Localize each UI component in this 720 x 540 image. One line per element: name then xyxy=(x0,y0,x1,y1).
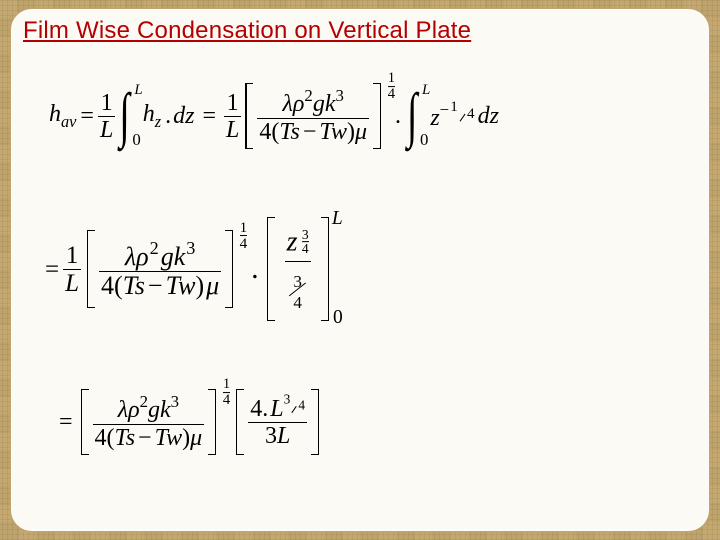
dot-sep: . xyxy=(233,254,263,284)
equals-sign: = xyxy=(41,257,63,282)
integral-2: ∫ L 0 xyxy=(406,97,418,135)
sym-dz: dz xyxy=(475,104,499,128)
bracket-group-eval: z 34 34 L 0 xyxy=(267,217,329,321)
frac-1-over-L: 1 L xyxy=(224,91,241,142)
dot-sep: . xyxy=(161,104,173,128)
equals-sign: = xyxy=(55,410,77,434)
bracket-group-core: λρ2gk3 4(Ts−Tw)μ 14 xyxy=(81,389,217,455)
sym-dz: dz xyxy=(173,104,194,128)
page-title: Film Wise Condensation on Vertical Plate xyxy=(23,17,471,45)
dot-sep: . xyxy=(381,104,403,128)
frac-1-over-L: 1 L xyxy=(98,91,115,142)
bracket-group-core: λρ2gk3 4(Ts−Tw)μ 14 xyxy=(245,83,381,149)
bracket-group-core: λρ2gk3 4(Ts−Tw)μ 14 xyxy=(87,230,233,308)
sym-h: hav xyxy=(49,102,76,131)
equation-3: = λρ2gk3 4(Ts−Tw)μ 14 xyxy=(55,389,319,455)
bracket-group-L: 4.L34 3L xyxy=(236,389,319,455)
equals-sign: = xyxy=(194,104,224,128)
frac-1-over-L: 1 L xyxy=(63,243,81,296)
z-pow: z−14 xyxy=(420,102,474,130)
equals-sign: = xyxy=(76,104,98,128)
integral-1: ∫ L 0 xyxy=(118,97,130,135)
equation-1: hav = 1 L ∫ L 0 hz . dz = 1 L xyxy=(49,83,499,149)
sym-hz: hz xyxy=(133,102,161,131)
equation-2: = 1 L λρ2gk3 4(Ts−Tw)μ xyxy=(41,217,329,321)
slide-card: Film Wise Condensation on Vertical Plate… xyxy=(10,8,710,532)
